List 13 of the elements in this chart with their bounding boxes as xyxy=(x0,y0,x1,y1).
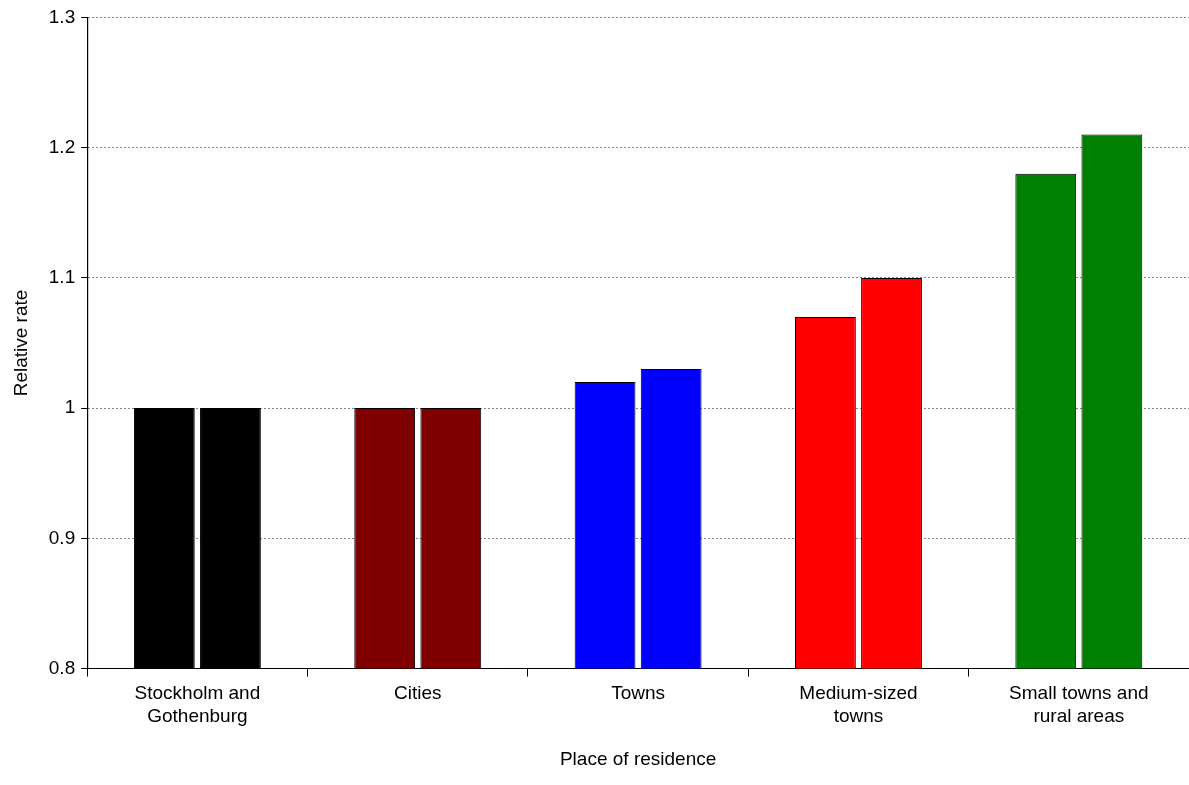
y-tick-label: 1.1 xyxy=(48,266,76,288)
x-tick-label: Small towns and rural areas xyxy=(1009,682,1149,727)
x-tick-label: Stockholm and Gothenburg xyxy=(134,682,261,727)
x-axis-title: Place of residence xyxy=(559,747,717,769)
y-axis-title: Relative rate xyxy=(9,289,31,397)
x-tick-label: Cities xyxy=(393,682,442,704)
y-tick-label: 0.8 xyxy=(48,656,76,678)
x-tick-label: Medium-sized towns xyxy=(799,682,918,727)
y-tick-label: 1 xyxy=(64,396,76,418)
y-tick-label: 1.2 xyxy=(48,135,76,157)
y-tick-label: 1.3 xyxy=(48,5,76,27)
x-tick-label: Towns xyxy=(611,682,666,704)
y-tick-label: 0.9 xyxy=(48,526,76,548)
